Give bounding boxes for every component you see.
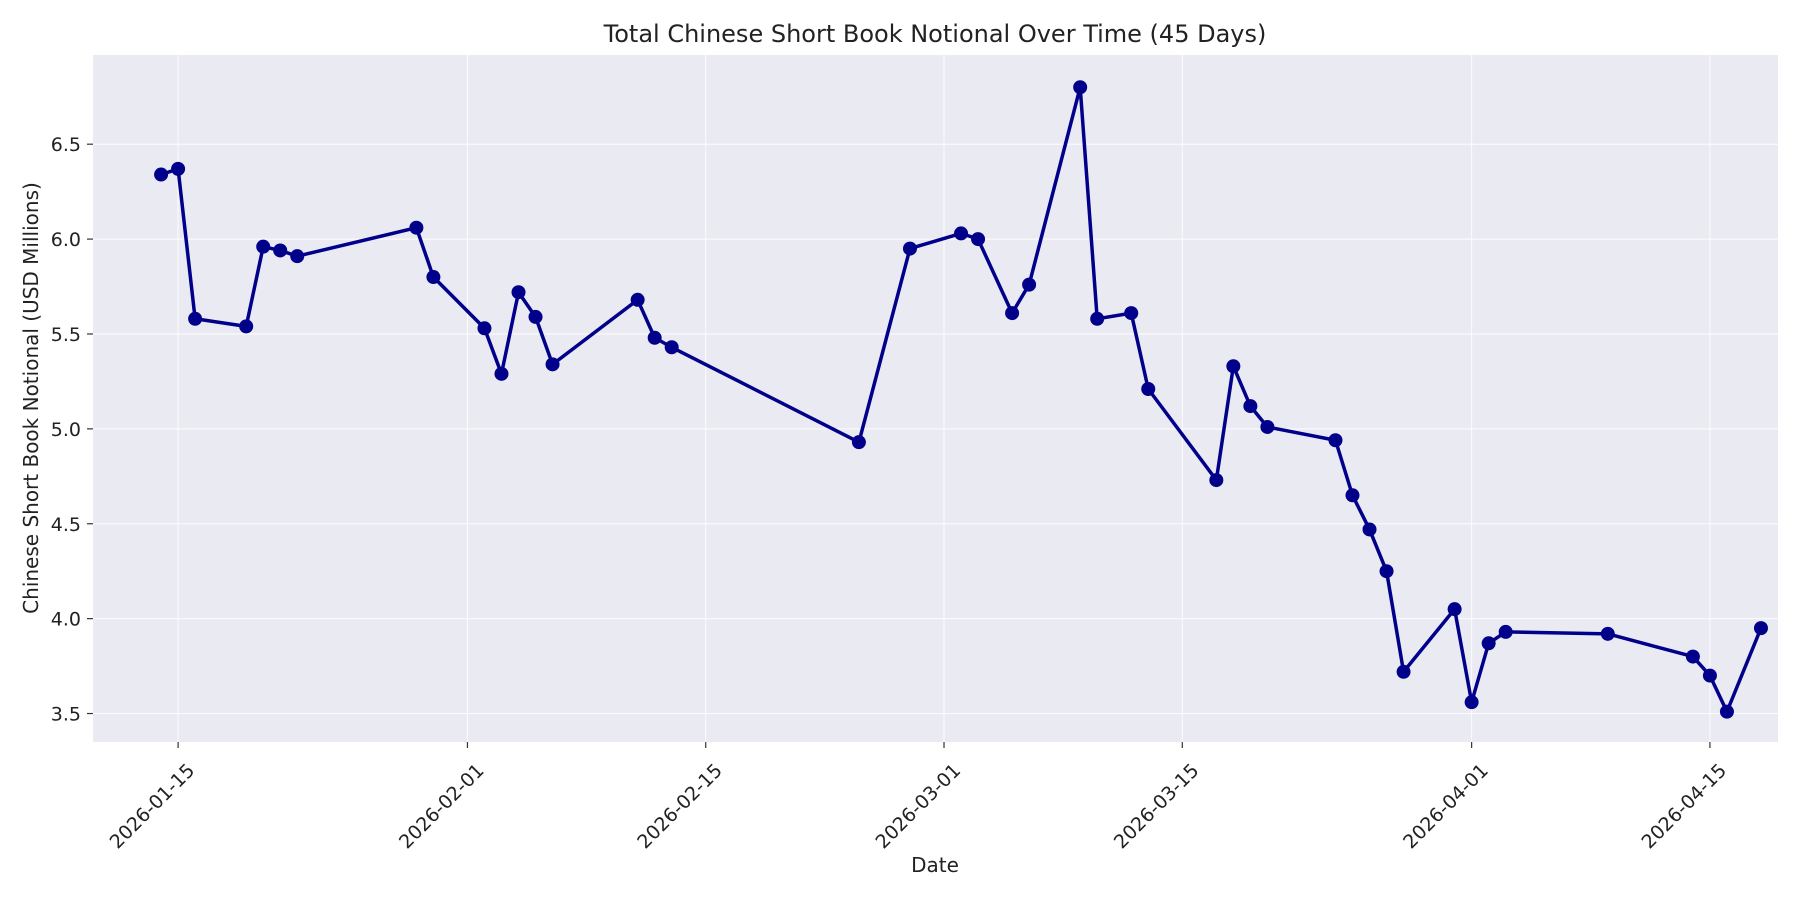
y-tick-label: 4.5 bbox=[51, 514, 81, 536]
data-point bbox=[154, 167, 169, 182]
y-tick-label: 3.5 bbox=[51, 704, 81, 726]
y-tick-label: 6.0 bbox=[51, 229, 81, 251]
data-point bbox=[1481, 636, 1496, 651]
data-point bbox=[1209, 473, 1224, 488]
data-point bbox=[1073, 80, 1088, 95]
data-point bbox=[239, 319, 254, 334]
data-point bbox=[1090, 311, 1105, 326]
data-point bbox=[1600, 626, 1615, 641]
x-axis: 2026-01-15 2026-02-01 2026-02-15 2026-03-01… bbox=[106, 742, 1731, 853]
data-point bbox=[1464, 695, 1479, 710]
data-point bbox=[1226, 359, 1241, 374]
x-tick-label: 2026-02-01 bbox=[395, 760, 489, 854]
data-point bbox=[1243, 399, 1258, 414]
data-point bbox=[1702, 668, 1717, 683]
x-tick-label: 2026-02-15 bbox=[633, 760, 727, 854]
data-point bbox=[511, 285, 526, 300]
x-axis-label: Date bbox=[911, 853, 959, 877]
plot-area bbox=[93, 55, 1778, 742]
data-points bbox=[154, 80, 1768, 719]
x-tick-label: 2026-03-15 bbox=[1110, 760, 1204, 854]
data-point bbox=[1447, 602, 1462, 617]
data-point bbox=[954, 226, 969, 241]
data-point bbox=[1362, 522, 1377, 537]
data-point bbox=[647, 330, 662, 345]
y-axis: 3.5 4.0 4.5 5.0 5.5 6.0 6.5 bbox=[51, 134, 93, 726]
data-point bbox=[477, 321, 492, 336]
x-tick-label: 2026-03-01 bbox=[872, 760, 966, 854]
data-point bbox=[1124, 306, 1139, 321]
y-tick-label: 4.0 bbox=[51, 609, 81, 631]
data-point bbox=[188, 311, 203, 326]
data-point bbox=[664, 340, 679, 355]
data-point bbox=[1005, 306, 1020, 321]
data-point bbox=[528, 309, 543, 324]
data-point bbox=[971, 232, 986, 247]
data-point bbox=[494, 366, 509, 381]
data-point bbox=[1498, 624, 1513, 639]
data-point bbox=[1396, 664, 1411, 679]
y-tick-label: 6.5 bbox=[51, 134, 81, 156]
data-point bbox=[545, 357, 560, 372]
data-point bbox=[902, 241, 917, 256]
y-tick-label: 5.0 bbox=[51, 419, 81, 441]
data-point bbox=[1719, 704, 1734, 719]
data-point bbox=[1685, 649, 1700, 664]
data-point bbox=[1260, 419, 1275, 434]
data-point bbox=[1345, 488, 1360, 503]
x-tick-label: 2026-04-01 bbox=[1399, 760, 1493, 854]
y-tick-label: 5.5 bbox=[51, 324, 81, 346]
data-point bbox=[1328, 433, 1343, 448]
data-point bbox=[426, 270, 441, 285]
data-point bbox=[409, 220, 424, 235]
data-point bbox=[1141, 382, 1156, 397]
chart-title: Total Chinese Short Book Notional Over T… bbox=[603, 20, 1267, 48]
data-point bbox=[290, 249, 305, 264]
data-point bbox=[630, 292, 645, 307]
data-point bbox=[851, 435, 866, 450]
x-tick-label: 2026-04-15 bbox=[1637, 760, 1731, 854]
data-point bbox=[1753, 621, 1768, 636]
data-point bbox=[256, 239, 271, 254]
data-point bbox=[273, 243, 288, 258]
y-axis-label: Chinese Short Book Notional (USD Million… bbox=[19, 182, 43, 614]
x-tick-label: 2026-01-15 bbox=[106, 760, 200, 854]
data-point bbox=[1379, 564, 1394, 579]
data-point bbox=[1022, 277, 1037, 292]
data-point bbox=[171, 161, 186, 176]
